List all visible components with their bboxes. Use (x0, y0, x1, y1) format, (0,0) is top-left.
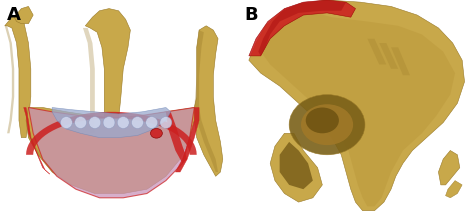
Polygon shape (14, 6, 33, 24)
Polygon shape (379, 43, 398, 69)
Polygon shape (367, 39, 386, 64)
Polygon shape (258, 0, 346, 56)
Polygon shape (5, 26, 14, 133)
Polygon shape (194, 30, 218, 172)
Polygon shape (249, 0, 465, 211)
Ellipse shape (301, 104, 353, 145)
Polygon shape (391, 47, 410, 75)
Text: B: B (244, 6, 258, 25)
Ellipse shape (75, 117, 86, 128)
Ellipse shape (131, 117, 143, 128)
Polygon shape (83, 28, 95, 133)
Polygon shape (85, 9, 130, 138)
Polygon shape (261, 11, 455, 206)
Ellipse shape (89, 117, 101, 128)
Ellipse shape (146, 117, 157, 128)
Polygon shape (52, 108, 171, 138)
Polygon shape (270, 133, 322, 202)
Polygon shape (175, 108, 199, 172)
Polygon shape (194, 26, 223, 176)
Ellipse shape (61, 117, 72, 128)
Polygon shape (446, 181, 462, 198)
Ellipse shape (151, 128, 162, 138)
Polygon shape (26, 120, 62, 181)
Polygon shape (24, 108, 50, 174)
Ellipse shape (118, 117, 129, 128)
Polygon shape (280, 142, 313, 189)
Ellipse shape (103, 117, 115, 128)
Polygon shape (438, 150, 460, 185)
Ellipse shape (306, 108, 339, 133)
Polygon shape (26, 108, 194, 194)
Ellipse shape (160, 117, 172, 128)
Ellipse shape (289, 95, 365, 155)
Polygon shape (26, 112, 197, 155)
Polygon shape (5, 13, 31, 138)
Polygon shape (166, 112, 187, 163)
Polygon shape (28, 108, 194, 198)
Polygon shape (249, 0, 356, 56)
Text: A: A (7, 6, 21, 25)
